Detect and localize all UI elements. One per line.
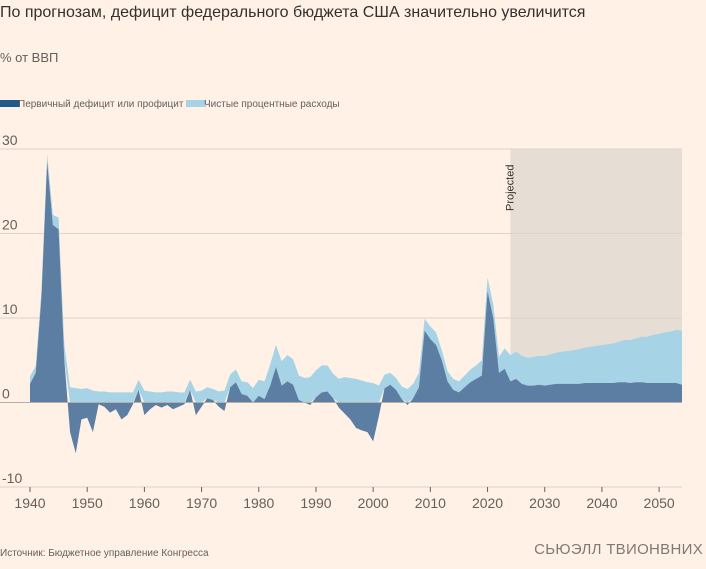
legend-label-primary-deficit: Первичный дефицит или профицит <box>18 99 184 110</box>
y-tick-label: 30 <box>2 132 18 148</box>
source-note: Источник: Бюджетное управление Конгресса <box>0 548 209 559</box>
x-tick-label: 2050 <box>644 495 675 511</box>
legend-swatch-net-interest <box>186 100 206 107</box>
x-tick-label: 1980 <box>243 495 274 511</box>
legend-label-net-interest: Чистые процентные расходы <box>204 99 340 110</box>
legend-swatch-primary-deficit <box>0 100 20 107</box>
x-tick-label: 2030 <box>529 495 560 511</box>
y-tick-label: -10 <box>2 470 22 486</box>
x-tick-label: 2000 <box>358 495 389 511</box>
x-tick-label: 2020 <box>472 495 503 511</box>
y-tick-label: 10 <box>2 301 18 317</box>
x-tick-label: 2010 <box>415 495 446 511</box>
chart-subtitle: % от ВВП <box>0 50 59 65</box>
y-tick-label: 20 <box>2 217 18 233</box>
x-tick-label: 1940 <box>14 495 45 511</box>
x-tick-label: 2040 <box>586 495 617 511</box>
x-tick-label: 1960 <box>129 495 160 511</box>
projected-label: Projected <box>504 165 516 211</box>
x-tick-label: 1990 <box>300 495 331 511</box>
author-credit: СЬЮЭЛЛ ТВИОНВНИХ <box>534 541 703 558</box>
chart-title: По прогнозам, дефицит федерального бюдже… <box>0 4 586 21</box>
y-tick-label: 0 <box>2 386 10 402</box>
series-area-net-interest <box>30 154 682 403</box>
x-tick-label: 1950 <box>72 495 103 511</box>
x-tick-label: 1970 <box>186 495 217 511</box>
